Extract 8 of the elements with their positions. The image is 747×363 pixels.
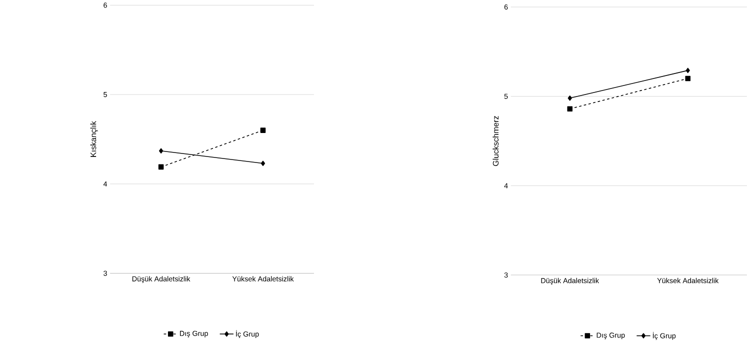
point (686, 68, 690, 74)
point (260, 128, 266, 134)
point (568, 96, 572, 101)
point (158, 164, 164, 170)
point (158, 148, 164, 154)
point (260, 160, 266, 166)
point (567, 106, 573, 112)
point (685, 76, 690, 82)
